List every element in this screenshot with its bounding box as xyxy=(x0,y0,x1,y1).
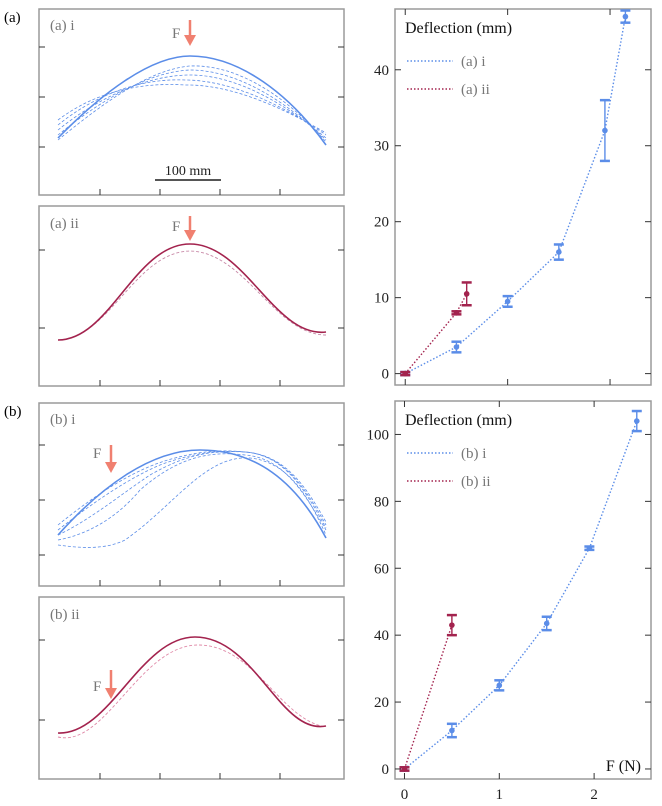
data-point xyxy=(463,291,470,297)
chart-a-deflection: 0 10 20 30 40 Deflection (mm) (a) i (a) ii xyxy=(374,8,652,386)
y-tick-label: 40 xyxy=(374,63,389,79)
panel-frame xyxy=(38,402,345,587)
y-tick-label: 0 xyxy=(382,367,390,383)
panel-a-i: (a) i F 100 mm xyxy=(38,8,345,196)
figure-label-b: (b) xyxy=(4,404,22,420)
panel-label: (b) i xyxy=(50,412,75,428)
panel-label: (b) ii xyxy=(50,607,80,623)
legend-label: (b) i xyxy=(461,446,486,462)
figure-label-a: (a) xyxy=(4,10,21,26)
y-tick-label: 60 xyxy=(374,561,389,577)
y-tick-label: 20 xyxy=(374,215,389,231)
force-arrow-icon xyxy=(105,670,117,699)
panel-b-i: (b) i F xyxy=(38,402,345,587)
x-tick-label: 2 xyxy=(590,787,598,803)
data-point xyxy=(453,344,460,350)
panel-label: (a) i xyxy=(50,18,75,34)
ticks xyxy=(39,639,344,779)
chart-title: Deflection (mm) xyxy=(405,412,512,429)
data-point xyxy=(449,622,455,628)
panel-frame xyxy=(38,8,345,196)
legend-label: (b) ii xyxy=(461,474,491,490)
data-point xyxy=(504,298,511,305)
force-arrow-icon xyxy=(105,445,117,473)
panel-a-ii: (a) ii F xyxy=(38,205,345,387)
data-point xyxy=(496,682,503,689)
plot-frame xyxy=(394,8,652,386)
force-arrow-icon xyxy=(184,216,196,241)
x-tick-label: 0 xyxy=(401,787,409,803)
series-line xyxy=(404,420,638,770)
plot-frame xyxy=(394,400,652,780)
data-point xyxy=(556,249,562,255)
y-tick-label: 20 xyxy=(374,695,389,711)
chart-b-deflection: 0 20 40 60 80 100 0 1 2 Deflection (mm) F (N) (b) i… xyxy=(367,400,652,803)
y-tick-label: 0 xyxy=(382,762,390,778)
deformed-shape xyxy=(57,250,327,341)
data-point xyxy=(543,620,550,627)
series-line xyxy=(404,16,627,375)
ticks xyxy=(39,249,344,386)
data-point xyxy=(586,545,593,551)
y-tick-label: 80 xyxy=(374,494,389,510)
data-point xyxy=(401,766,408,772)
data-point xyxy=(449,727,455,734)
initial-shape xyxy=(57,243,327,341)
panel-frame xyxy=(38,596,345,780)
x-axis-label: F (N) xyxy=(606,758,641,775)
initial-shape xyxy=(57,449,327,539)
panel-frame xyxy=(38,205,345,387)
data-point xyxy=(602,127,608,134)
force-label: F xyxy=(93,679,101,695)
deformed-shapes xyxy=(57,65,327,143)
x-tick-label: 1 xyxy=(496,787,504,803)
data-point xyxy=(633,418,640,424)
scale-bar-label: 100 mm xyxy=(165,164,211,179)
data-point xyxy=(402,370,409,377)
series-line xyxy=(404,293,468,375)
ticks xyxy=(39,444,344,586)
legend-label: (a) i xyxy=(461,54,486,70)
panel-label: (a) ii xyxy=(50,216,79,232)
y-tick-label: 40 xyxy=(374,628,389,644)
force-label: F xyxy=(172,26,180,42)
y-tick-label: 100 xyxy=(367,427,390,443)
panel-b-ii: (b) ii F xyxy=(38,596,345,780)
force-label: F xyxy=(93,446,101,462)
y-tick-label: 30 xyxy=(374,139,389,155)
chart-title: Deflection (mm) xyxy=(405,20,512,37)
ticks xyxy=(39,46,344,195)
data-point xyxy=(453,310,460,316)
data-point xyxy=(622,13,629,20)
initial-shape xyxy=(57,636,327,734)
deformed-shapes xyxy=(57,450,327,548)
initial-shape xyxy=(57,55,327,146)
series-line xyxy=(403,624,453,770)
y-tick-label: 10 xyxy=(374,291,389,307)
legend-label: (a) ii xyxy=(461,82,490,98)
force-label: F xyxy=(172,219,180,235)
force-arrow-icon xyxy=(184,20,196,46)
